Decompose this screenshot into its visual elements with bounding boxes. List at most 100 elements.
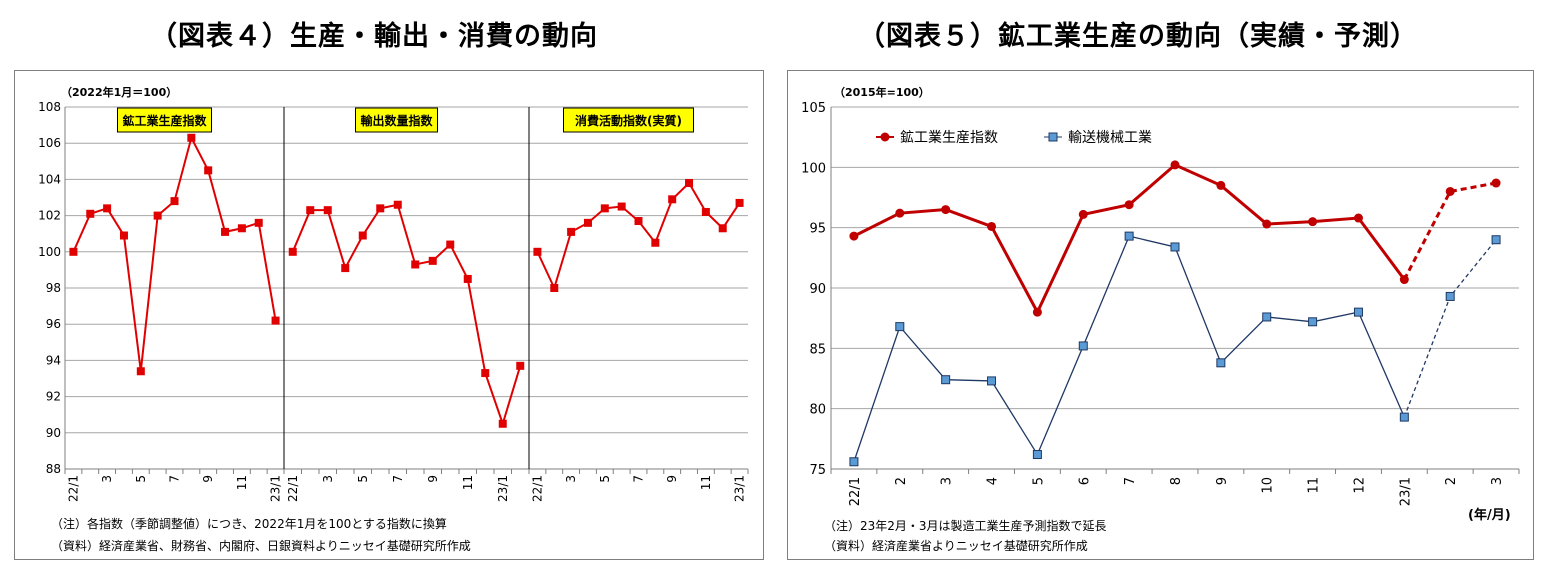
- data-point: [1491, 235, 1501, 245]
- y-tick-label: 100: [801, 161, 826, 176]
- y-tick-label: 98: [46, 281, 61, 295]
- y-tick-label: 80: [809, 403, 826, 418]
- panel-label-box: [117, 107, 212, 133]
- data-point: [849, 457, 859, 467]
- y-tick-label: 105: [801, 101, 826, 116]
- data-point: [701, 207, 710, 216]
- x-tick-label: 5: [1031, 477, 1046, 485]
- x-tick-label: 2: [894, 477, 909, 485]
- x-tick-label: 3: [940, 477, 955, 485]
- x-tick-label: 23/1: [733, 475, 747, 502]
- data-point: [1308, 317, 1318, 327]
- x-tick-label: 5: [598, 475, 612, 483]
- data-point: [718, 224, 727, 233]
- x-tick-label: 2: [1444, 477, 1459, 485]
- data-point: [498, 419, 507, 428]
- data-point: [634, 217, 643, 226]
- x-tick-label: 3: [564, 475, 578, 483]
- data-point: [341, 264, 350, 273]
- data-point: [1491, 178, 1501, 188]
- x-tick-label: 11: [461, 475, 475, 490]
- data-point: [1445, 186, 1455, 196]
- unit-label: （2015年=100）: [834, 85, 930, 99]
- panel-label: 消費活動指数(実質): [575, 113, 682, 128]
- data-point: [446, 240, 455, 249]
- forecast-line: [1403, 239, 1497, 418]
- data-point: [481, 369, 490, 378]
- x-tick-label: 9: [201, 475, 215, 483]
- data-point: [411, 260, 420, 269]
- forecast-line: [1403, 181, 1497, 281]
- data-point: [941, 205, 951, 215]
- data-point: [550, 284, 559, 292]
- x-tick-label: 9: [665, 475, 679, 483]
- x-tick-label: 22/1: [286, 475, 300, 502]
- data-point: [463, 274, 472, 283]
- data-point: [153, 211, 162, 220]
- x-tick-label: 8: [1169, 477, 1184, 485]
- data-point: [1032, 307, 1042, 317]
- legend-label: 輸送機械工業: [1068, 130, 1152, 146]
- data-point: [393, 200, 402, 209]
- data-point: [376, 204, 385, 213]
- source-note: （資料）経済産業省よりニッセイ基礎研究所作成: [824, 538, 1088, 553]
- x-unit-label: (年/月): [1468, 507, 1511, 523]
- data-point: [271, 316, 280, 325]
- data-point: [895, 208, 905, 218]
- data-point: [668, 195, 677, 204]
- data-point: [600, 204, 609, 213]
- y-tick-label: 85: [809, 342, 826, 357]
- x-tick-label: 23/1: [1398, 477, 1413, 506]
- series-line: [291, 203, 522, 427]
- right-chart-title: （図表５）鉱工業生産の動向（実績・予測）: [858, 21, 1418, 52]
- data-point: [651, 238, 660, 247]
- data-point: [1170, 160, 1180, 170]
- x-tick-label: 5: [134, 475, 148, 483]
- data-point: [1078, 209, 1088, 219]
- data-point: [358, 231, 367, 240]
- x-tick-label: 12: [1352, 477, 1367, 494]
- data-point: [119, 231, 128, 240]
- panel-label: 輸出数量指数: [360, 113, 433, 128]
- y-tick-label: 104: [38, 172, 61, 186]
- data-point: [1399, 275, 1409, 285]
- left-chart: （2022年1月＝100） 88 90 92 94 96 98 100 102 104 106 108…: [38, 85, 749, 553]
- y-tick-label: 90: [809, 282, 826, 297]
- unit-label: （2022年1月＝100）: [61, 85, 177, 99]
- right-chart: （2015年=100） 75 80 85 90 95 100 105 22/1 2 3 4 5 6 7 8 9 1…: [801, 85, 1520, 553]
- data-point: [103, 204, 112, 213]
- right-chart-frame: （2015年=100） 75 80 85 90 95 100 105 22/1 2 3 4 5 6 7 8 9 1…: [787, 70, 1534, 560]
- data-point: [1262, 219, 1272, 229]
- data-point: [941, 375, 951, 385]
- data-point: [1216, 180, 1226, 190]
- x-tick-label: 7: [1123, 477, 1138, 485]
- y-tick-label: 94: [46, 353, 61, 367]
- data-point: [170, 197, 179, 206]
- panel-label-box: [563, 107, 694, 133]
- series-line: [72, 135, 277, 372]
- data-point: [987, 221, 997, 231]
- legend-swatch-marker: [1048, 132, 1058, 142]
- data-point: [567, 227, 576, 236]
- x-tick-label: 22/1: [530, 475, 544, 502]
- data-point: [1262, 312, 1272, 322]
- data-point: [1170, 242, 1180, 252]
- data-point: [221, 227, 230, 236]
- x-tick-label: 9: [1215, 477, 1230, 485]
- y-tick-label: 100: [38, 245, 61, 259]
- data-point: [306, 206, 315, 215]
- y-tick-label: 95: [809, 222, 826, 237]
- data-point: [237, 224, 246, 233]
- data-point: [1353, 307, 1363, 317]
- x-tick-label: 5: [356, 475, 370, 483]
- data-point: [583, 218, 592, 227]
- x-tick-label: 23/1: [496, 475, 510, 502]
- y-tick-label: 90: [46, 426, 61, 440]
- x-tick-label: 7: [168, 475, 182, 483]
- data-point: [288, 247, 297, 256]
- data-point: [323, 206, 332, 215]
- data-point: [1078, 341, 1088, 351]
- x-tick-label: 11: [235, 475, 249, 490]
- data-point: [1216, 358, 1226, 368]
- y-tick-label: 75: [809, 463, 826, 478]
